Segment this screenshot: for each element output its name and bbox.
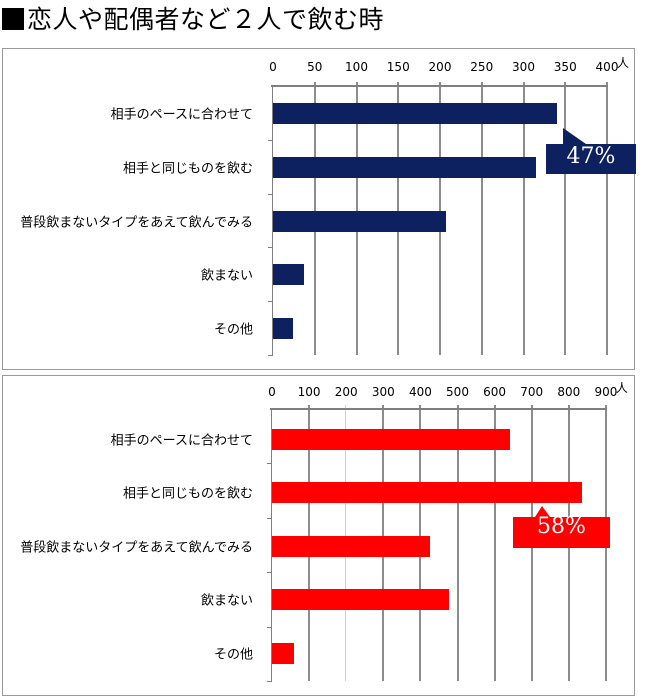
gridline xyxy=(456,405,459,681)
y-tick xyxy=(268,301,273,303)
gridline xyxy=(564,82,567,355)
category-label: 飲まない xyxy=(200,593,253,609)
x-tick-label: 800 xyxy=(557,385,581,399)
category-label: 相手のペースに合わせて xyxy=(110,107,253,123)
y-tick xyxy=(267,517,272,519)
category-label: その他 xyxy=(213,322,253,338)
callout-shape-icon xyxy=(513,506,610,548)
x-tick-label: 400 xyxy=(408,385,432,399)
category-label: 相手と同じものを飲む xyxy=(122,486,253,502)
x-tick-label: 300 xyxy=(512,60,535,74)
bar xyxy=(273,103,557,124)
x-tick-label: 600 xyxy=(483,385,507,399)
bar xyxy=(273,211,446,232)
category-label: 飲まない xyxy=(200,268,253,284)
category-label: 普段飲まないタイプをあえて飲んでみる xyxy=(20,540,253,556)
y-tick xyxy=(267,681,272,682)
callout-text: 47% xyxy=(566,144,616,169)
callout-text: 58% xyxy=(537,514,586,539)
y-tick xyxy=(267,463,272,465)
bar xyxy=(273,157,537,178)
x-tick-label: 700 xyxy=(520,385,544,399)
x-tick-label: 300 xyxy=(371,385,395,399)
gridline xyxy=(606,82,608,355)
x-tick-label: 350 xyxy=(553,60,577,74)
x-unit-label: 人 xyxy=(617,56,630,70)
x-tick-label: 0 xyxy=(268,385,276,399)
square-bullet-icon xyxy=(2,8,24,30)
x-tick-label: 900 xyxy=(594,385,618,399)
x-tick-label: 0 xyxy=(269,60,277,74)
y-tick xyxy=(267,572,272,574)
x-axis-line xyxy=(270,408,607,410)
percentage-callout: 58% xyxy=(513,506,610,548)
x-tick-label: 150 xyxy=(386,60,410,74)
y-axis-line xyxy=(271,409,272,681)
x-tick-label: 500 xyxy=(446,385,469,399)
y-tick xyxy=(268,193,273,195)
bar xyxy=(273,318,294,339)
gridline xyxy=(522,82,525,355)
bar xyxy=(272,643,294,664)
chart-top: 0 50 100 150 200 250 300 350 400 人相手のペースに合わせて相手と同… xyxy=(2,48,636,370)
category-label: 相手のペースに合わせて xyxy=(110,433,253,449)
y-tick xyxy=(268,247,273,249)
category-label: その他 xyxy=(213,647,253,663)
x-tick-label: 250 xyxy=(470,60,494,74)
gridline xyxy=(493,405,496,681)
bar xyxy=(273,264,304,285)
y-tick xyxy=(268,355,273,356)
bar xyxy=(272,482,582,503)
bar xyxy=(272,589,449,610)
x-tick-label: 200 xyxy=(428,60,452,74)
x-tick-label: 50 xyxy=(307,60,323,74)
page-title: 恋人や配偶者など２人で飲む時 xyxy=(2,2,384,38)
x-tick-label: 100 xyxy=(297,385,321,399)
x-tick-label: 100 xyxy=(345,60,368,74)
x-unit-label: 人 xyxy=(615,381,628,395)
bar xyxy=(272,429,510,450)
gridline xyxy=(480,82,483,355)
y-axis-line xyxy=(272,86,273,355)
title-text: 恋人や配偶者など２人で飲む時 xyxy=(27,5,385,34)
callout-shape-icon xyxy=(546,128,636,174)
y-tick xyxy=(268,139,273,141)
category-label: 相手と同じものを飲む xyxy=(122,161,253,177)
bar xyxy=(272,536,431,557)
chart-bottom: 0 100 200 300 400 500 600 700 800 900 人相手のペースに合わせて… xyxy=(2,375,635,696)
x-tick-label: 200 xyxy=(334,385,358,399)
y-tick xyxy=(267,626,272,628)
x-axis-line xyxy=(271,85,608,87)
x-tick-label: 400 xyxy=(595,60,619,74)
category-label: 普段飲まないタイプをあえて飲んでみる xyxy=(20,215,253,231)
percentage-callout: 47% xyxy=(546,128,636,174)
